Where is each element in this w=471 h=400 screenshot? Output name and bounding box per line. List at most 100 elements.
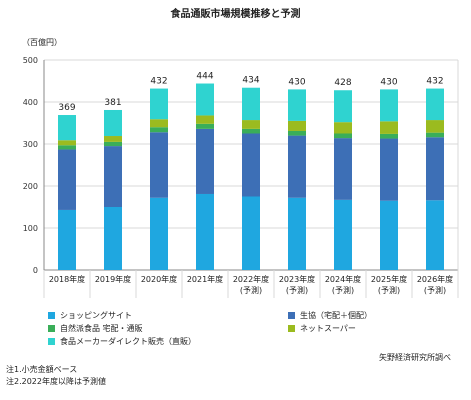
bar-total-label: 434 xyxy=(242,76,259,86)
notes: 注1.小売金額ベース 注2.2022年度以降は予測値 xyxy=(6,364,106,388)
legend-item-direct: 食品メーカーダイレクト販売（直販） xyxy=(48,336,196,347)
stacked-bar-chart: 0 100 200 300 400 500 369 381 432 444 434 430 428 43… xyxy=(23,56,459,298)
bar-segment xyxy=(58,115,76,141)
note-2: 注2.2022年度以降は予測値 xyxy=(6,377,106,386)
y-tick-label: 0 xyxy=(33,266,38,275)
bar-segment xyxy=(334,90,352,123)
y-tick-label: 200 xyxy=(23,182,38,191)
bar-total-label: 428 xyxy=(334,78,351,88)
bar-segment xyxy=(242,196,260,270)
bar-segment xyxy=(150,127,168,133)
bar-segment xyxy=(380,121,398,134)
bar-total-label: 430 xyxy=(380,77,397,87)
legend-item-coop: 生協（宅配＋個配） xyxy=(288,310,372,321)
bar-segment xyxy=(58,140,76,146)
x-tick-sublabel: (予測) xyxy=(240,285,262,295)
bar-total-label: 444 xyxy=(196,72,213,82)
legend-swatch-shopping-site xyxy=(48,312,55,319)
bar-segment xyxy=(288,120,306,131)
legend-item-shopping-site: ショッピングサイト xyxy=(48,310,132,321)
bar-segment xyxy=(288,135,306,198)
legend-swatch-net-super xyxy=(288,325,295,332)
x-tick-label: 2021年度 xyxy=(187,274,223,284)
bar-segment xyxy=(196,115,214,124)
bar-segment xyxy=(426,200,444,270)
x-tick-label: 2020年度 xyxy=(141,274,177,284)
bar-segment xyxy=(288,197,306,270)
x-tick-sublabel: (予測) xyxy=(332,285,354,295)
bar-segment xyxy=(242,120,260,129)
bar-segment xyxy=(242,87,260,121)
bar-segment xyxy=(334,199,352,270)
y-tick-label: 500 xyxy=(23,56,38,65)
legend-item-net-super: ネットスーパー xyxy=(288,323,356,334)
bar-segment xyxy=(58,209,76,270)
x-tick-label: 2023年度 xyxy=(279,274,315,284)
bar-segment xyxy=(150,88,168,120)
legend-item-natural: 自然派食品 宅配・通販 xyxy=(48,323,143,334)
legend-label-coop: 生協（宅配＋個配） xyxy=(300,311,372,320)
bar-segment xyxy=(380,133,398,139)
y-tick-label: 100 xyxy=(23,224,38,233)
x-tick-sublabel: (予測) xyxy=(424,285,446,295)
x-tick-label: 2022年度 xyxy=(233,274,269,284)
bar-segment xyxy=(196,128,214,194)
bar-segment xyxy=(242,133,260,197)
bar-segment xyxy=(150,197,168,270)
bars: 369 381 432 444 434 430 428 430 432 xyxy=(58,72,444,270)
bar-segment xyxy=(58,145,76,150)
bar-segment xyxy=(242,128,260,134)
legend-swatch-coop xyxy=(288,312,295,319)
bar-segment xyxy=(104,109,122,137)
bar-segment xyxy=(426,88,444,121)
bar-segment xyxy=(380,89,398,122)
bar-segment xyxy=(104,141,122,147)
legend: ショッピングサイト 生協（宅配＋個配） 自然派食品 宅配・通販 ネットスーパー … xyxy=(48,310,448,356)
x-tick-label: 2026年度 xyxy=(417,274,453,284)
bar-segment xyxy=(150,132,168,198)
x-tick-sublabel: (予測) xyxy=(286,285,308,295)
x-axis: 2018年度 2019年度 2020年度 2021年度 2022年度(予測)2023年度… xyxy=(43,270,459,298)
bar-segment xyxy=(426,137,444,201)
bar-total-label: 432 xyxy=(426,77,443,87)
bar-segment xyxy=(334,138,352,200)
y-axis-unit-label: （百億円） xyxy=(22,38,62,47)
bar-segment xyxy=(334,122,352,134)
bar-segment xyxy=(426,120,444,133)
legend-label-direct: 食品メーカーダイレクト販売（直販） xyxy=(60,337,196,346)
bar-segment xyxy=(196,83,214,116)
bar-segment xyxy=(104,207,122,270)
bar-segment xyxy=(426,132,444,138)
legend-swatch-direct xyxy=(48,338,55,345)
bar-segment xyxy=(288,130,306,136)
bar-segment xyxy=(288,89,306,121)
note-1: 注1.小売金額ベース xyxy=(6,365,78,374)
bar-segment xyxy=(104,146,122,207)
bar-segment xyxy=(196,193,214,270)
chart-title: 食品通販市場規模推移と予測 xyxy=(170,9,301,20)
y-tick-label: 300 xyxy=(23,140,38,149)
x-tick-sublabel: (予測) xyxy=(378,285,400,295)
bar-segment xyxy=(380,200,398,270)
legend-label-shopping-site: ショッピングサイト xyxy=(60,311,132,320)
bar-total-label: 369 xyxy=(58,103,75,113)
x-tick-label: 2019年度 xyxy=(95,274,131,284)
bar-segment xyxy=(334,133,352,139)
bar-total-label: 432 xyxy=(150,77,167,87)
x-tick-label: 2025年度 xyxy=(371,274,407,284)
legend-label-natural: 自然派食品 宅配・通販 xyxy=(60,324,143,333)
bar-segment xyxy=(196,123,214,129)
bar-segment xyxy=(150,119,168,128)
x-tick-label: 2018年度 xyxy=(49,274,85,284)
source-credit: 矢野経済研究所調べ xyxy=(379,353,451,362)
y-tick-label: 400 xyxy=(23,98,38,107)
legend-label-net-super: ネットスーパー xyxy=(300,324,356,333)
bar-segment xyxy=(380,138,398,201)
bar-total-label: 381 xyxy=(104,98,121,108)
x-tick-label: 2024年度 xyxy=(325,274,361,284)
bar-segment xyxy=(58,149,76,210)
legend-swatch-natural xyxy=(48,325,55,332)
bar-total-label: 430 xyxy=(288,77,305,87)
y-axis: 0 100 200 300 400 500 xyxy=(23,56,38,275)
bar-segment xyxy=(104,136,122,142)
